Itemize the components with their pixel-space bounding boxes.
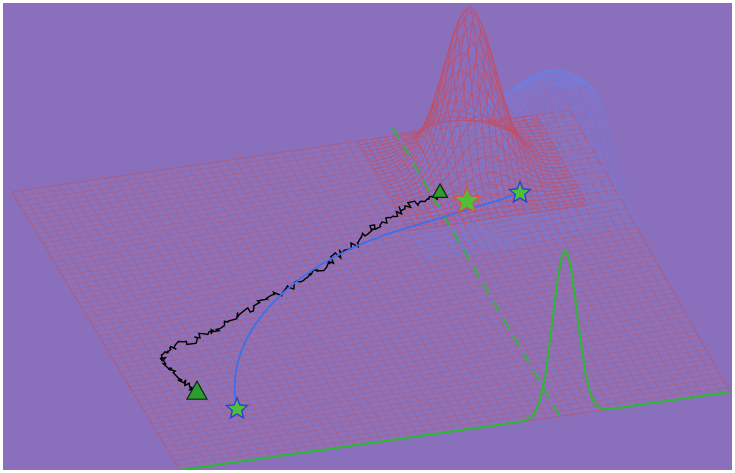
smooth-trajectory-path	[233, 192, 521, 409]
grid-line	[168, 372, 720, 452]
blue-mesh-line	[520, 72, 589, 231]
blue-mesh-line	[423, 218, 635, 255]
blue-mesh-line	[545, 70, 614, 228]
red-mesh-line	[515, 117, 568, 209]
blue-mesh-line	[407, 166, 620, 228]
blue-mesh-line	[426, 224, 638, 260]
dashed-reference-line	[392, 127, 563, 421]
red-mesh-line	[467, 48, 520, 215]
red-mesh-line	[522, 116, 575, 208]
red-mesh-line	[453, 10, 507, 217]
grid-line	[504, 119, 667, 402]
ground-grid-plane	[11, 109, 731, 471]
red-mesh-line	[400, 184, 579, 214]
red-mesh-line	[501, 119, 555, 211]
grid-line	[157, 354, 709, 434]
blue-mesh-line	[537, 69, 606, 229]
red-mesh-line	[386, 41, 565, 190]
grid-line	[154, 349, 707, 429]
triangle-start-icon	[185, 379, 209, 400]
blue-mesh-line	[553, 73, 622, 227]
blue-mesh-line	[569, 83, 638, 225]
grid-line	[560, 111, 722, 394]
blue-mesh-line	[418, 204, 630, 246]
red-mesh-line	[460, 26, 514, 216]
red-mesh-line	[398, 171, 577, 211]
grid-line	[569, 109, 731, 393]
red-mesh-line	[529, 115, 582, 207]
grid-line	[171, 377, 723, 457]
grid-line	[151, 344, 704, 424]
grid-line	[495, 120, 657, 403]
grid-line	[160, 358, 712, 438]
grid-line	[513, 118, 676, 400]
grid-line	[165, 368, 717, 448]
grid-line	[174, 382, 725, 462]
grid-line	[532, 115, 694, 398]
red-mesh-line	[390, 89, 569, 197]
triangle-end-icon	[431, 182, 449, 198]
star-end-icon	[507, 180, 533, 204]
red-mesh-line	[388, 64, 567, 194]
green-density-curve	[179, 248, 731, 472]
star-start-icon	[224, 396, 250, 420]
red-mesh-line	[508, 118, 561, 210]
random-walk-path	[159, 195, 441, 395]
red-mesh-line	[488, 116, 541, 212]
red-mesh-line	[408, 201, 586, 228]
marker-layer	[185, 180, 533, 420]
blue-mesh-line	[528, 69, 598, 230]
blue-mesh-line	[561, 78, 630, 226]
red-mesh-line	[392, 113, 571, 201]
blue-mesh-line	[402, 142, 615, 219]
red-mesh-line	[394, 136, 573, 204]
blue-mesh-line	[415, 196, 627, 242]
red-mesh-line	[383, 22, 563, 187]
blue-mesh-line	[413, 187, 625, 237]
red-gaussian-mesh	[357, 5, 589, 232]
grid-line	[177, 387, 728, 466]
blue-mesh-line	[421, 211, 633, 251]
blue-gaussian-mesh	[357, 69, 638, 260]
red-mesh-line	[536, 114, 589, 206]
red-mesh-line	[402, 190, 581, 218]
red-mesh-line	[494, 119, 548, 212]
grid-line	[163, 363, 715, 443]
red-mesh-line	[410, 204, 588, 232]
grid-line	[551, 112, 712, 395]
star-target-icon	[451, 185, 483, 214]
